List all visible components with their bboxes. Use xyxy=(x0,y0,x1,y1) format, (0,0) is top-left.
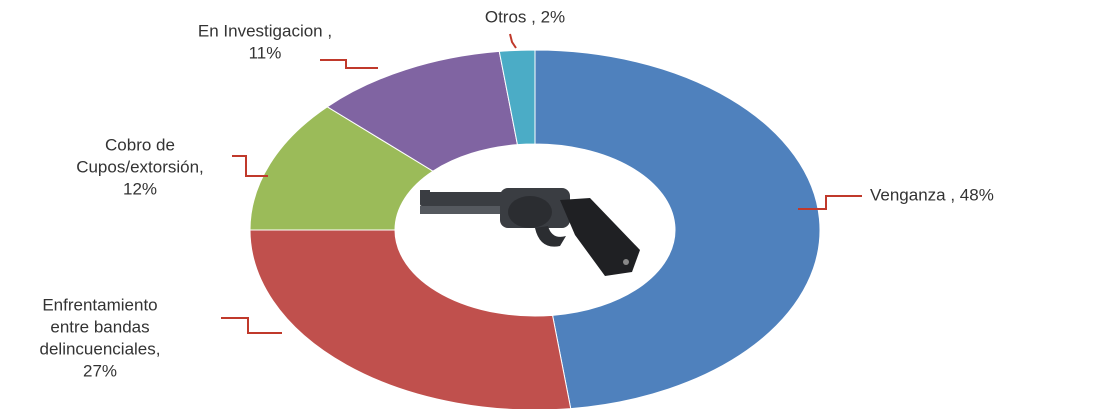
data-label: Cupos/extorsión, xyxy=(76,157,204,176)
data-label: 11% xyxy=(249,43,282,62)
data-label: Enfrentamiento xyxy=(42,295,157,314)
donut-slice xyxy=(326,50,519,172)
data-label: Otros , 2% xyxy=(485,7,565,26)
data-label: En Investigacion , xyxy=(198,21,332,40)
revolver-icon xyxy=(420,188,640,276)
data-label: Cobro de xyxy=(105,135,175,154)
donut-slice xyxy=(498,49,536,146)
donut-slice xyxy=(249,229,572,409)
data-label: entre bandas xyxy=(50,317,149,336)
data-label: delincuenciales, xyxy=(40,339,161,358)
donut xyxy=(249,49,821,409)
data-label: Venganza , 48% xyxy=(870,185,994,204)
leader-line xyxy=(221,317,282,334)
leader-line xyxy=(232,155,268,177)
donut-slice xyxy=(534,49,821,409)
data-label: 27% xyxy=(83,361,117,380)
leader-line xyxy=(798,195,862,210)
leader-line xyxy=(509,33,517,49)
leader-line xyxy=(320,59,378,69)
donut-slice xyxy=(249,106,434,231)
data-label: 12% xyxy=(123,179,157,198)
data-labels: Venganza , 48% Enfrentamiento entre bandas… xyxy=(40,7,994,380)
leader-lines xyxy=(221,33,862,334)
